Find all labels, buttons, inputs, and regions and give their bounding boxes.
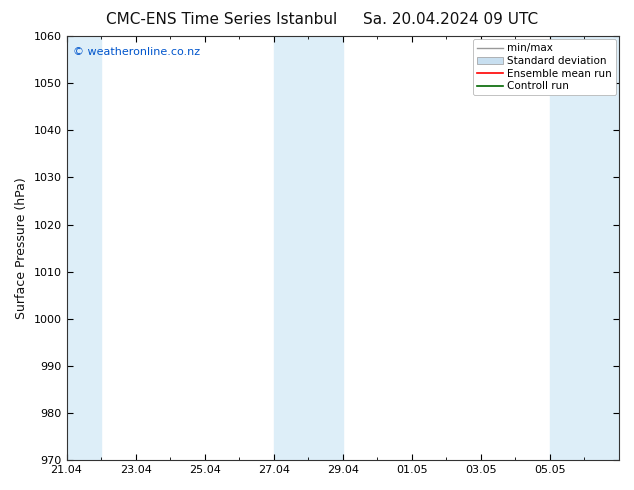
Text: CMC-ENS Time Series Istanbul: CMC-ENS Time Series Istanbul <box>107 12 337 27</box>
Text: © weatheronline.co.nz: © weatheronline.co.nz <box>73 47 200 57</box>
Legend: min/max, Standard deviation, Ensemble mean run, Controll run: min/max, Standard deviation, Ensemble me… <box>472 39 616 96</box>
Bar <box>67 36 101 460</box>
Y-axis label: Surface Pressure (hPa): Surface Pressure (hPa) <box>15 177 28 319</box>
Bar <box>274 36 343 460</box>
Bar <box>550 36 619 460</box>
Text: Sa. 20.04.2024 09 UTC: Sa. 20.04.2024 09 UTC <box>363 12 538 27</box>
